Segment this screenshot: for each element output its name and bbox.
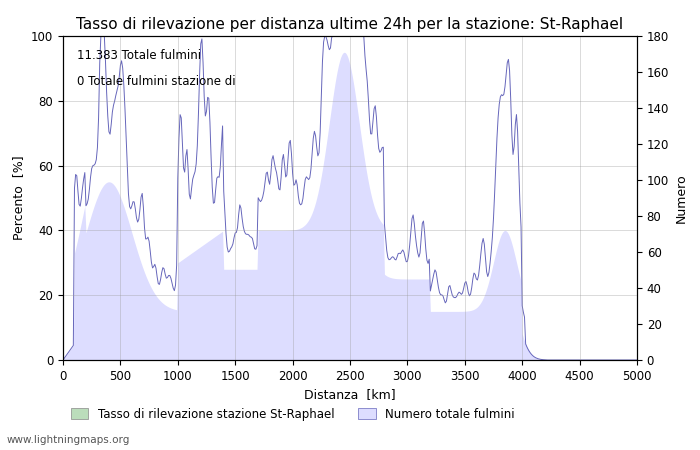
- Text: 0 Totale fulmini stazione di: 0 Totale fulmini stazione di: [77, 75, 236, 88]
- Legend: Tasso di rilevazione stazione St-Raphael, Numero totale fulmini: Tasso di rilevazione stazione St-Raphael…: [66, 403, 519, 425]
- Text: www.lightningmaps.org: www.lightningmaps.org: [7, 435, 130, 445]
- X-axis label: Distanza  [km]: Distanza [km]: [304, 388, 395, 401]
- Y-axis label: Percento  [%]: Percento [%]: [13, 156, 25, 240]
- Title: Tasso di rilevazione per distanza ultime 24h per la stazione: St-Raphael: Tasso di rilevazione per distanza ultime…: [76, 17, 624, 32]
- Text: 11.383 Totale fulmini: 11.383 Totale fulmini: [77, 49, 202, 62]
- Y-axis label: Numero: Numero: [675, 173, 687, 223]
